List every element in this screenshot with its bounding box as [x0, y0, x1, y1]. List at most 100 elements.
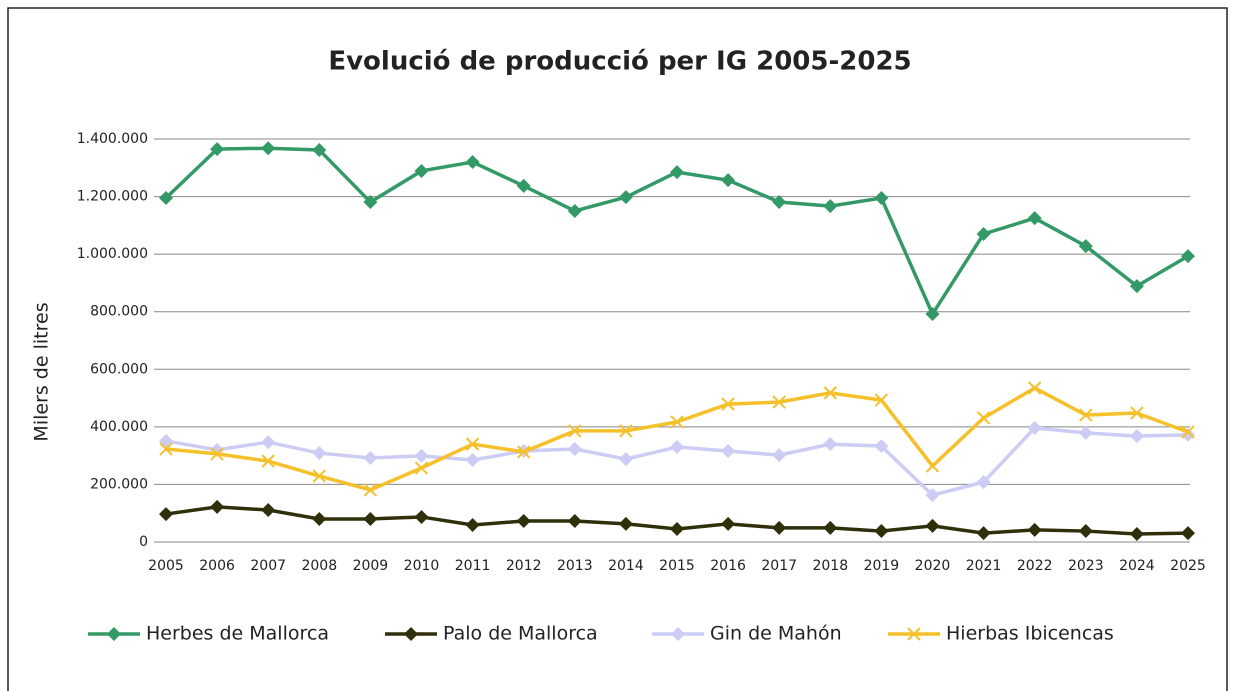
marker: [874, 393, 889, 407]
marker: [874, 191, 889, 206]
chart-title: Evolució de producció per IG 2005-2025: [328, 47, 911, 77]
marker: [363, 450, 378, 465]
marker: [414, 509, 429, 524]
marker: [414, 461, 429, 475]
marker: [976, 475, 991, 490]
marker: [925, 459, 940, 473]
x-tick-label: 2019: [864, 558, 900, 574]
marker: [1078, 425, 1093, 440]
x-tick-label: 2005: [148, 558, 184, 574]
marker: [1027, 211, 1042, 226]
marker: [772, 195, 787, 210]
x-tick-label: 2016: [710, 558, 746, 574]
marker: [210, 447, 224, 461]
marker: [159, 507, 173, 522]
marker: [1079, 408, 1093, 422]
marker: [823, 437, 838, 452]
x-tick-label: 2017: [761, 558, 797, 574]
legend-label: Palo de Mallorca: [443, 623, 598, 645]
marker: [874, 524, 889, 539]
marker: [721, 516, 736, 531]
y-tick-label: 600.000: [90, 361, 148, 377]
marker: [1129, 429, 1144, 444]
marker: [772, 520, 787, 535]
marker: [618, 452, 633, 467]
marker: [1027, 421, 1042, 436]
marker: [363, 195, 378, 210]
x-tick-label: 2009: [353, 558, 389, 574]
marker: [721, 444, 736, 459]
marker: [670, 522, 684, 537]
x-tick-label: 2024: [1119, 558, 1155, 574]
marker: [1181, 526, 1195, 541]
marker: [1129, 526, 1144, 541]
marker: [465, 437, 480, 451]
marker: [414, 163, 429, 178]
y-tick-label: 1.400.000: [77, 131, 148, 147]
marker: [823, 199, 838, 214]
x-tick-label: 2021: [966, 558, 1002, 574]
legend-label: Gin de Mahón: [710, 623, 842, 645]
x-tick-label: 2025: [1170, 558, 1206, 574]
marker: [363, 511, 378, 526]
x-tick-label: 2013: [557, 558, 593, 574]
marker: [976, 526, 991, 541]
x-tick-label: 2008: [301, 558, 337, 574]
marker: [618, 190, 633, 205]
x-tick-label: 2011: [455, 558, 491, 574]
marker: [312, 142, 327, 157]
marker: [772, 448, 787, 463]
marker: [823, 386, 838, 400]
marker: [210, 499, 225, 514]
marker: [312, 511, 327, 526]
marker: [925, 307, 940, 322]
x-tick-label: 2007: [250, 558, 286, 574]
y-tick-label: 400.000: [90, 419, 148, 435]
marker: [210, 142, 225, 157]
marker: [1129, 279, 1144, 294]
x-tick-label: 2006: [199, 558, 235, 574]
marker: [1130, 406, 1144, 420]
legend-label: Hierbas Ibicencas: [946, 623, 1114, 645]
marker: [567, 203, 582, 218]
x-tick-label: 2015: [659, 558, 695, 574]
marker: [568, 424, 582, 438]
marker: [1181, 425, 1195, 439]
marker: [976, 226, 991, 241]
marker: [721, 397, 735, 411]
marker: [261, 141, 276, 156]
x-tick-label: 2023: [1068, 558, 1104, 574]
marker: [107, 627, 121, 641]
marker: [261, 503, 276, 518]
x-tick-label: 2010: [404, 558, 440, 574]
marker: [670, 440, 684, 455]
marker: [721, 173, 736, 188]
y-tick-label: 1.000.000: [77, 246, 148, 262]
marker: [465, 452, 480, 467]
y-tick-label: 200.000: [90, 476, 148, 492]
x-tick-label: 2018: [812, 558, 848, 574]
y-tick-label: 1.200.000: [77, 189, 148, 205]
marker: [465, 518, 480, 533]
marker: [363, 483, 378, 497]
x-tick-label: 2022: [1017, 558, 1053, 574]
marker: [312, 469, 327, 483]
legend-label: Herbes de Mallorca: [146, 623, 329, 645]
marker: [671, 627, 685, 641]
marker: [567, 442, 582, 457]
marker: [1027, 381, 1042, 395]
marker: [670, 165, 684, 180]
marker: [516, 445, 531, 459]
marker: [516, 513, 531, 528]
y-tick-label: 0: [139, 534, 148, 550]
marker: [1078, 524, 1093, 539]
marker: [925, 488, 940, 503]
marker: [618, 516, 633, 531]
marker: [772, 395, 786, 409]
marker: [670, 415, 684, 429]
marker: [516, 178, 531, 193]
marker: [261, 435, 276, 450]
marker: [619, 424, 633, 438]
marker: [261, 454, 275, 468]
